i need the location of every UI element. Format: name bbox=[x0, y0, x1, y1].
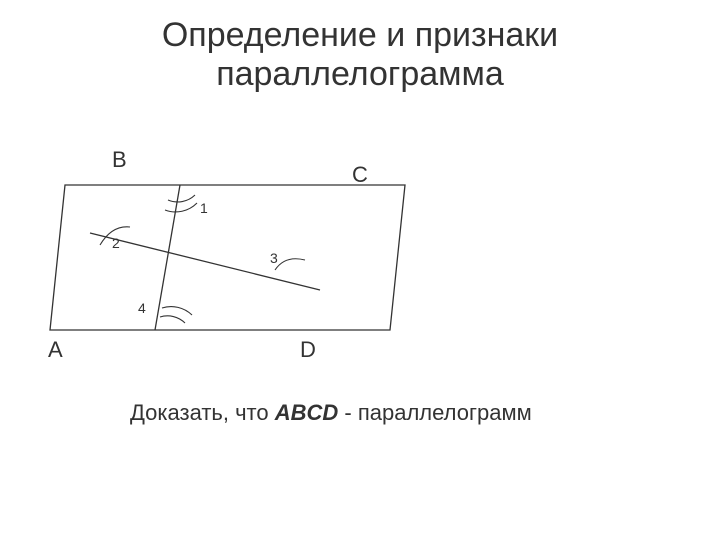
vertex-d: D bbox=[300, 337, 316, 363]
slide-title: Определение и признаки параллелограмма bbox=[0, 16, 720, 94]
angle-2: 2 bbox=[112, 235, 120, 251]
angle-arc-top-2 bbox=[165, 203, 197, 212]
angle-arc-top-1 bbox=[168, 195, 195, 202]
diagram-svg bbox=[30, 155, 430, 375]
angle-arc-right bbox=[275, 259, 305, 270]
task-shape-name: ABCD bbox=[275, 400, 339, 425]
slide: Определение и признаки параллелограмма A… bbox=[0, 0, 720, 540]
title-line-1: Определение и признаки bbox=[162, 16, 558, 54]
transversal-2 bbox=[90, 233, 320, 290]
transversal-1 bbox=[155, 185, 180, 330]
title-line-2: параллелограмма bbox=[216, 55, 504, 93]
angle-arc-bottom-2 bbox=[162, 307, 192, 315]
angle-1: 1 bbox=[200, 200, 208, 216]
angle-3: 3 bbox=[270, 250, 278, 266]
task-statement: Доказать, что ABCD - параллелограмм bbox=[130, 400, 532, 426]
geometry-diagram: A B C D 1 2 3 4 bbox=[30, 155, 430, 375]
parallelogram-abcd bbox=[50, 185, 405, 330]
vertex-b: B bbox=[112, 147, 127, 173]
task-prefix: Доказать, что bbox=[130, 400, 275, 425]
vertex-c: C bbox=[352, 162, 368, 188]
vertex-a: A bbox=[48, 337, 63, 363]
angle-arc-bottom-1 bbox=[160, 316, 185, 323]
task-suffix: - параллелограмм bbox=[338, 400, 531, 425]
angle-4: 4 bbox=[138, 300, 146, 316]
